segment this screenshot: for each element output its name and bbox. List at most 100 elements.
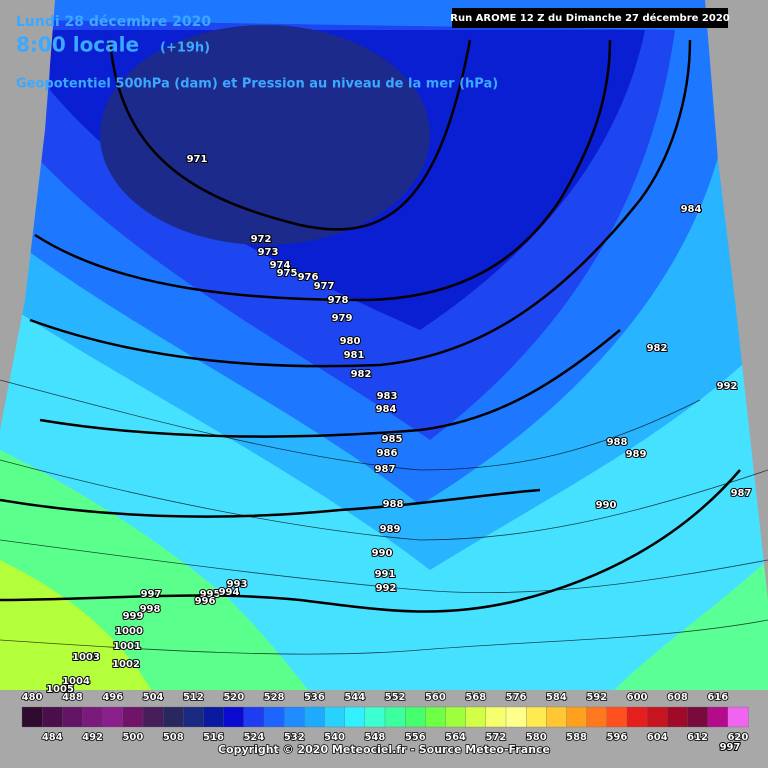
pressure-label: 992: [376, 583, 397, 594]
legend-swatch: [727, 706, 749, 728]
legend-label: 524: [243, 732, 264, 743]
legend-label: 528: [264, 692, 285, 703]
field-low-core: [100, 25, 430, 245]
legend-label: 604: [647, 732, 668, 743]
legend-swatch: [384, 706, 406, 728]
legend-label: 580: [526, 732, 547, 743]
legend-swatch: [445, 706, 467, 728]
legend-label: 552: [385, 692, 406, 703]
legend-swatch: [223, 706, 245, 728]
pressure-label: 994: [219, 587, 240, 598]
pressure-label: 998: [140, 604, 161, 615]
pressure-label: 975: [277, 268, 298, 279]
pressure-label: 989: [626, 449, 647, 460]
field-yellow-west: [0, 560, 160, 705]
pressure-label: 1003: [72, 652, 100, 663]
isobar: [0, 539, 768, 594]
forecast-time: 8:00 locale: [16, 33, 139, 57]
legend-label: 620: [727, 732, 748, 743]
pressure-label: 997: [141, 589, 162, 600]
pressure-label: 981: [344, 350, 365, 361]
legend-swatch: [42, 706, 63, 728]
legend-swatch: [284, 706, 305, 728]
legend-label: 512: [183, 692, 204, 703]
legend-swatch: [606, 706, 628, 728]
legend-swatch: [526, 706, 547, 728]
legend-label: 596: [606, 732, 627, 743]
legend-label: 492: [82, 732, 103, 743]
legend-label: 608: [667, 692, 688, 703]
legend-swatch: [586, 706, 608, 728]
pressure-label: 990: [372, 548, 393, 559]
legend-swatch: [62, 706, 84, 728]
legend-swatch: [102, 706, 124, 728]
contour: [0, 488, 541, 518]
contour: [0, 469, 741, 613]
legend-label: 592: [586, 692, 607, 703]
legend-swatch: [647, 706, 668, 728]
contour: [29, 39, 692, 368]
pressure-label: 993: [227, 579, 248, 590]
legend-swatch: [344, 706, 366, 728]
run-info: Run AROME 12 Z du Dimanche 27 décembre 2…: [450, 12, 730, 24]
legend-swatch: [304, 706, 326, 728]
pressure-label: 990: [596, 500, 617, 511]
pressure-label: 991: [375, 569, 396, 580]
isobar: [0, 619, 768, 655]
legend-label: 560: [425, 692, 446, 703]
pressure-label: 979: [332, 313, 353, 324]
copyright: Copyright © 2020 Meteociel.fr - Source M…: [218, 743, 550, 756]
legend-swatch: [546, 706, 568, 728]
legend-label: 600: [627, 692, 648, 703]
legend-swatch: [505, 706, 527, 728]
legend-swatch: [263, 706, 285, 728]
legend-swatch: [324, 706, 346, 728]
legend-label: 556: [405, 732, 426, 743]
pressure-label: 996: [195, 596, 216, 607]
pressure-label: 1000: [115, 626, 143, 637]
legend-swatch: [667, 706, 689, 728]
pressure-label: 978: [328, 295, 349, 306]
pressure-label: 992: [717, 381, 738, 392]
legend-label: 508: [163, 732, 184, 743]
legend-label: 488: [62, 692, 83, 703]
pressure-label: 982: [351, 369, 372, 380]
pressure-label: 1005: [46, 684, 74, 695]
legend-swatch: [243, 706, 265, 728]
pressure-label: 987: [731, 488, 752, 499]
legend-swatch: [203, 706, 225, 728]
pressure-label: 980: [340, 336, 361, 347]
legend-swatch: [183, 706, 205, 728]
legend-label: 532: [284, 732, 305, 743]
legend-swatch: [82, 706, 104, 728]
pressure-label: 984: [376, 404, 397, 415]
pressure-label: 989: [380, 524, 401, 535]
legend-swatch: [122, 706, 144, 728]
legend-swatch: [465, 706, 487, 728]
legend-label: 504: [143, 692, 164, 703]
legend-label: 480: [22, 692, 43, 703]
contour: [34, 39, 612, 302]
pressure-label: 999: [123, 611, 144, 622]
legend-label: 496: [102, 692, 123, 703]
legend-swatch: [21, 706, 43, 728]
pressure-label: 987: [375, 464, 396, 475]
contour: [39, 329, 621, 438]
pressure-label: 986: [377, 448, 398, 459]
pressure-label: 1002: [112, 659, 140, 670]
legend-label: 616: [707, 692, 728, 703]
pressure-label: 1004: [62, 676, 90, 687]
run-box: [452, 8, 728, 28]
legend-label: 536: [304, 692, 325, 703]
legend-label: 572: [485, 732, 506, 743]
isohypses: [0, 39, 741, 613]
legend-label: 484: [42, 732, 63, 743]
forecast-date: Lundi 28 décembre 2020: [16, 14, 211, 30]
contour: [108, 39, 472, 231]
pressure-label: 973: [258, 247, 279, 258]
outside-domain-east: [705, 0, 768, 600]
legend-swatch: [687, 706, 709, 728]
legend-label: 564: [445, 732, 466, 743]
pressure-label: 1001: [113, 641, 141, 652]
legend-swatch: [425, 706, 447, 728]
